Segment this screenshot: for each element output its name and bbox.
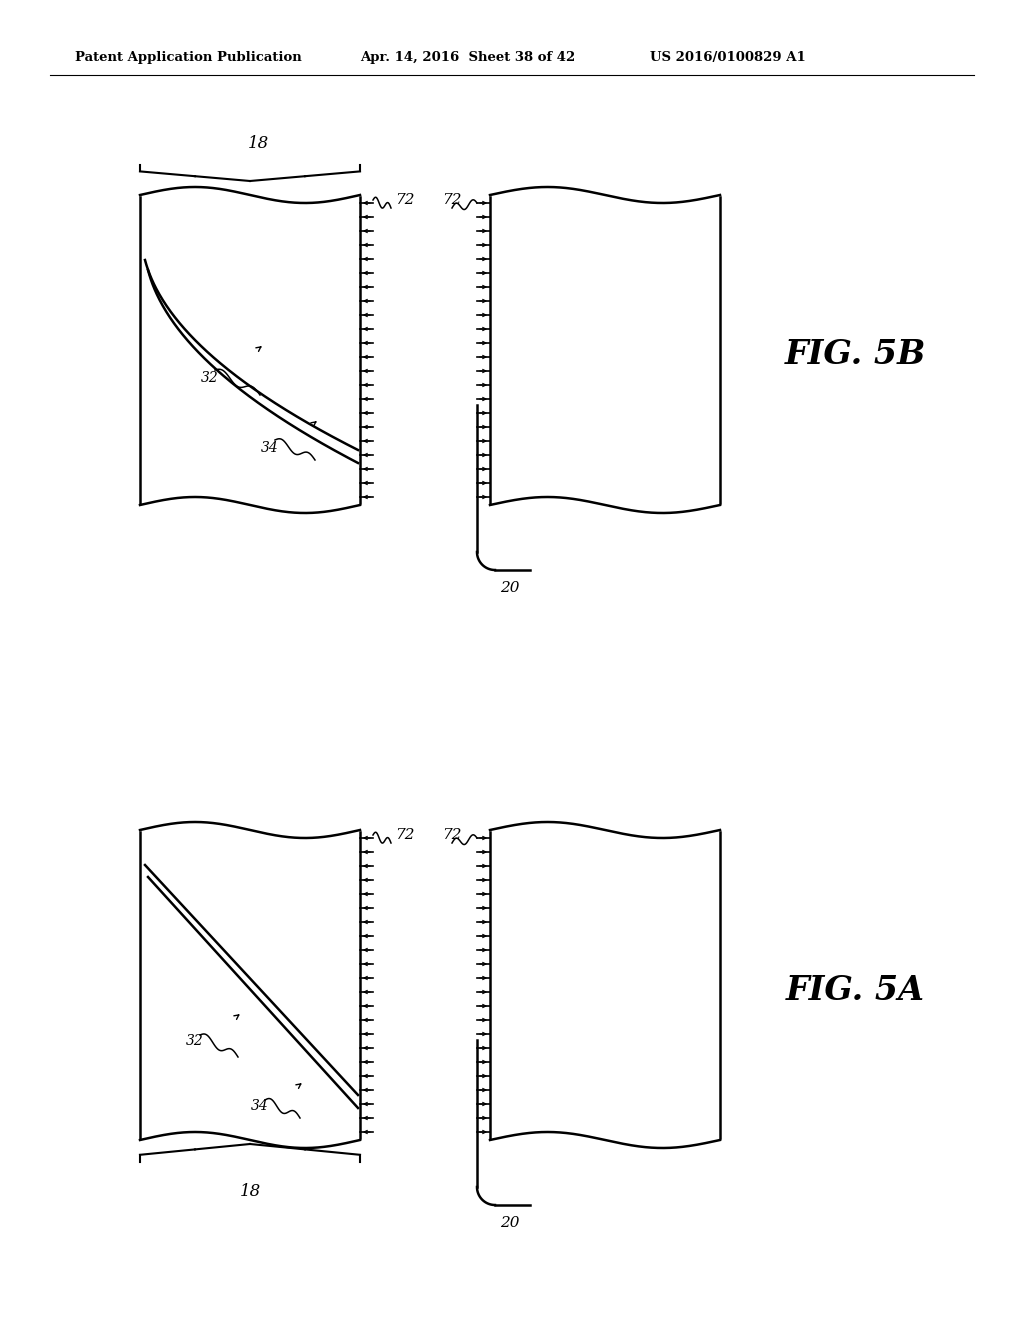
Text: 72: 72 [442,193,462,207]
Text: 20: 20 [501,581,520,595]
Text: Apr. 14, 2016  Sheet 38 of 42: Apr. 14, 2016 Sheet 38 of 42 [360,51,575,65]
Text: 34: 34 [251,1100,269,1113]
Text: 20: 20 [501,1216,520,1230]
Text: US 2016/0100829 A1: US 2016/0100829 A1 [650,51,806,65]
Text: 18: 18 [248,135,268,152]
Text: 72: 72 [395,193,415,207]
Text: 72: 72 [442,828,462,842]
Text: 72: 72 [395,828,415,842]
Text: FIG. 5B: FIG. 5B [784,338,926,371]
Text: FIG. 5A: FIG. 5A [785,974,925,1006]
Text: 18: 18 [240,1184,261,1200]
Text: Patent Application Publication: Patent Application Publication [75,51,302,65]
Text: 32: 32 [201,371,219,385]
Text: 32: 32 [186,1034,204,1048]
Text: 34: 34 [261,441,279,455]
